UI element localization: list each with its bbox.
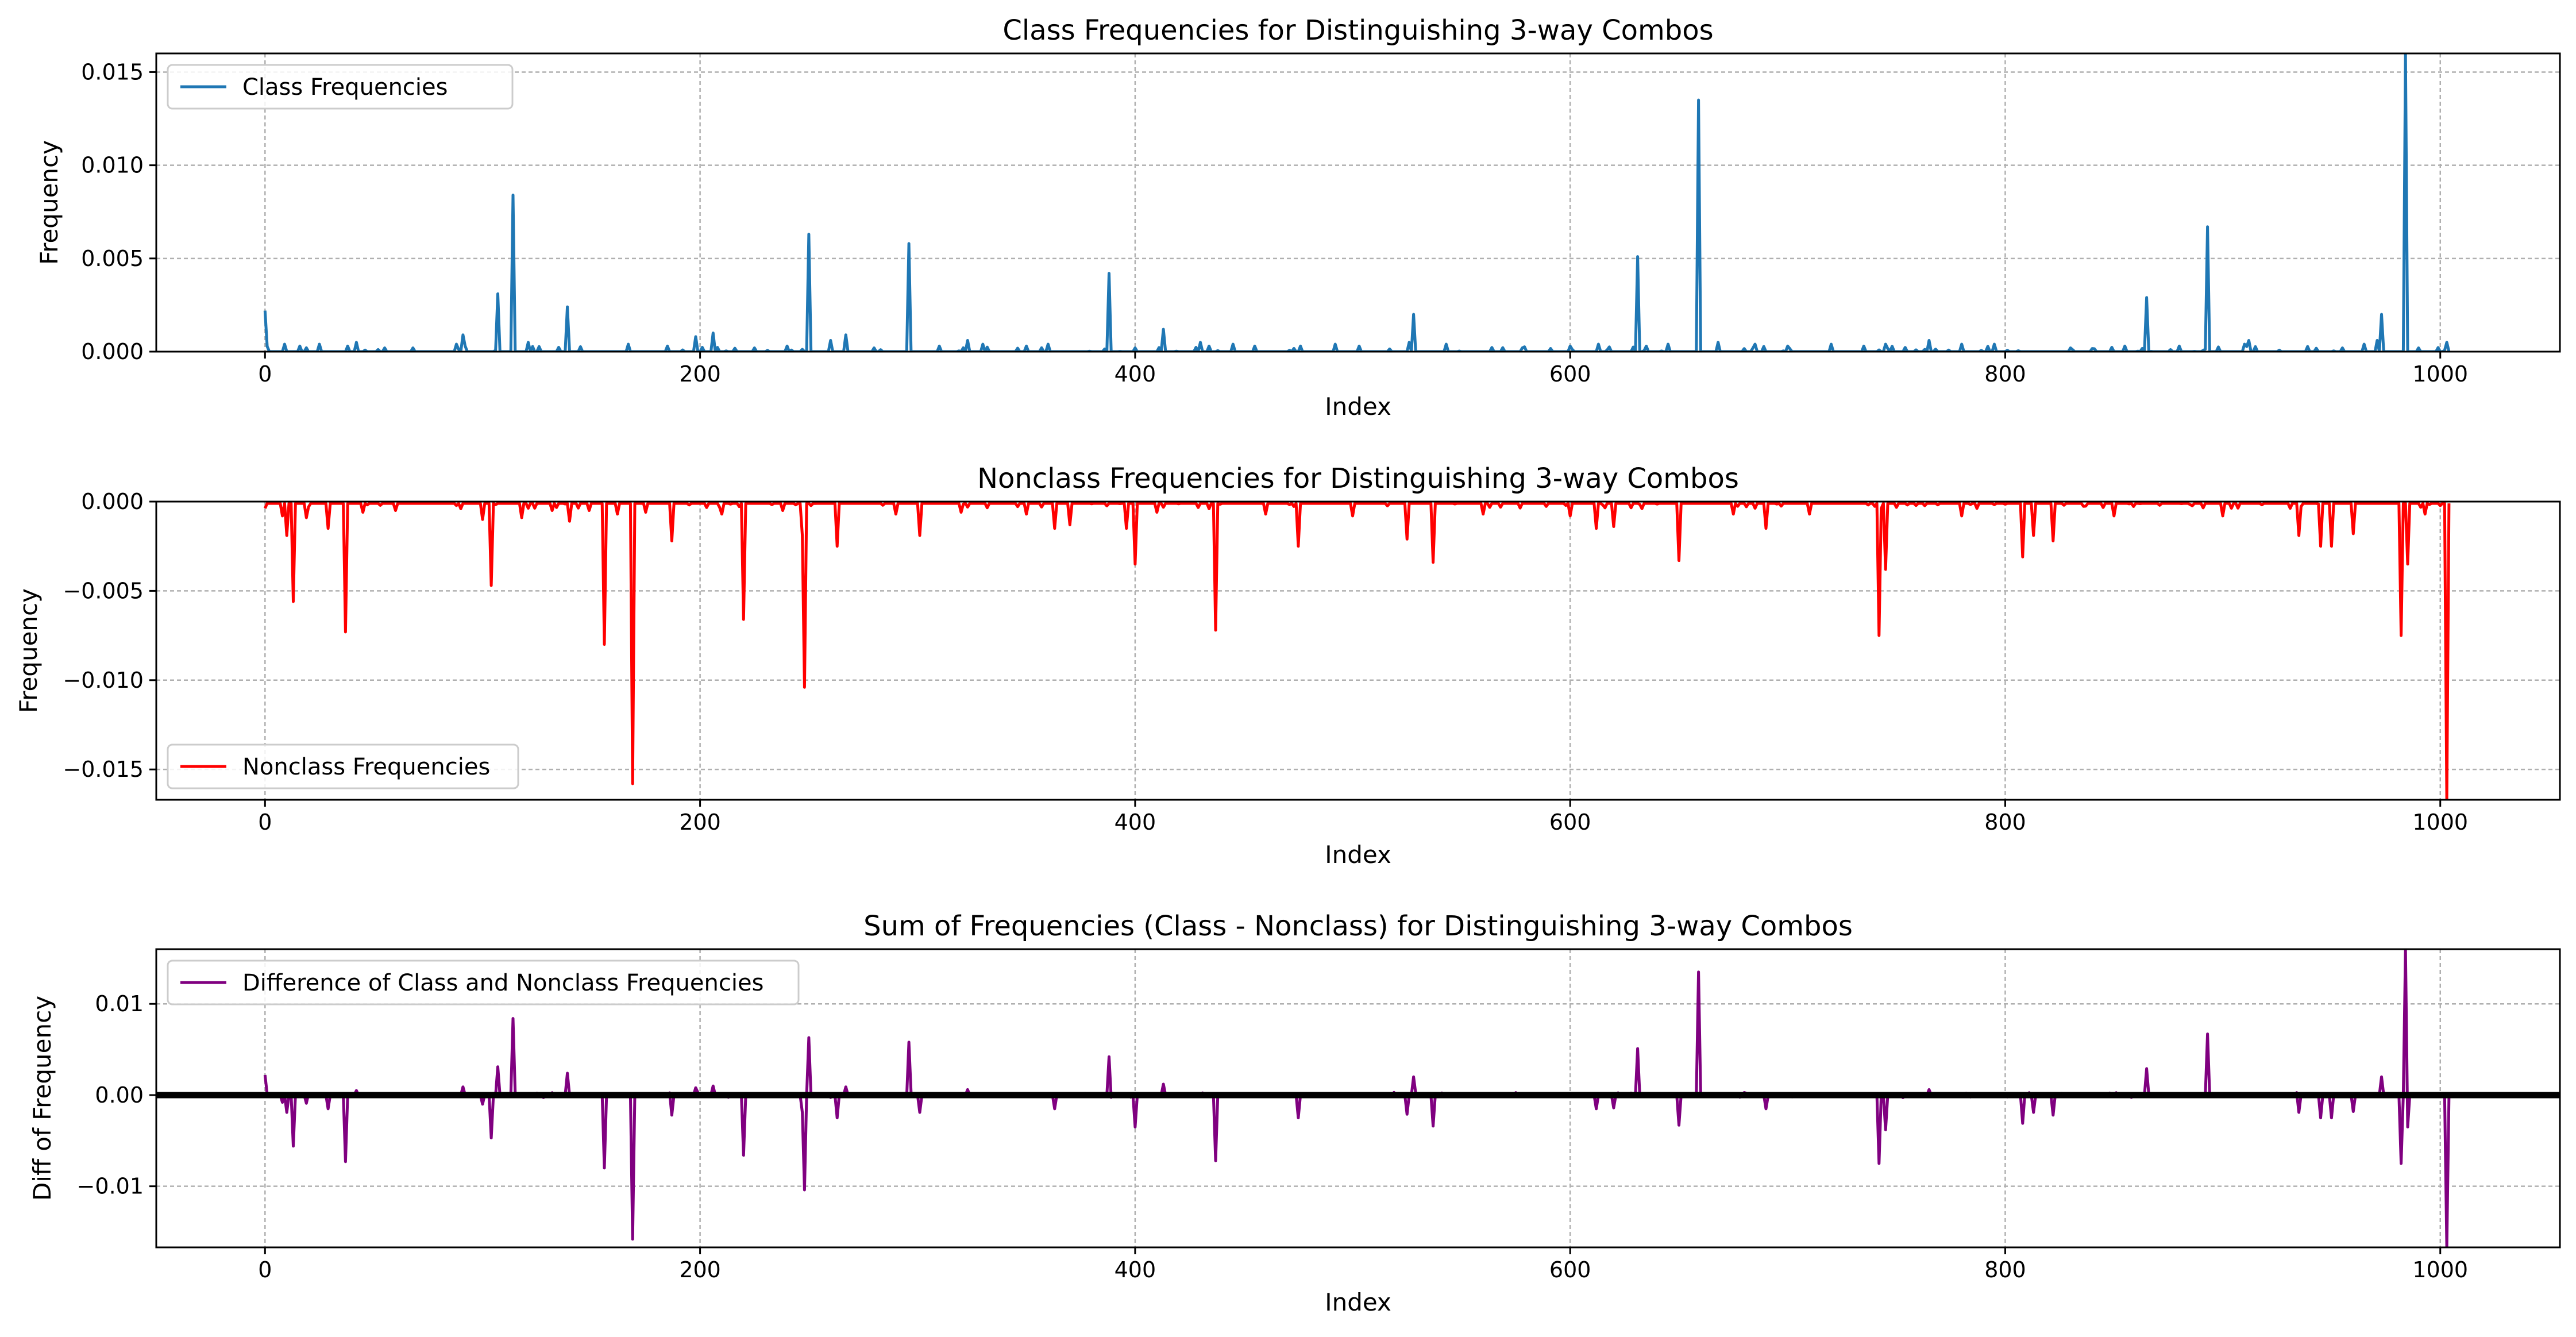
y-tick-label: 0.010 [81,153,144,178]
x-tick-label: 200 [679,1257,721,1282]
legend-box [167,743,519,789]
chart-title: Nonclass Frequencies for Distinguishing … [977,463,1739,495]
x-tick-label: 0 [258,361,272,387]
x-tick-label: 400 [1115,810,1156,835]
x-tick-label: 400 [1115,1257,1156,1282]
y-tick-label: 0.005 [81,246,144,271]
x-tick-label: 600 [1549,361,1591,387]
axes-frame [155,52,2561,353]
x-tick-label: 0 [258,1257,272,1282]
chart-panel-1: 0 200 400 600 800 1000 0.000 0.005 0.010 0.015 Cla… [35,14,2561,421]
y-tick-label: −0.015 [63,757,144,782]
y-tick-label: 0.015 [81,59,144,84]
x-tick-label: 1000 [2412,810,2468,835]
x-tick-label: 800 [1984,1257,2026,1282]
legend: Difference of Class and Nonclass Frequen… [167,960,800,1005]
series-line-1 [263,53,2451,352]
x-axis-label: Index [1325,392,1391,421]
y-tick-label: 0.01 [95,991,144,1016]
legend-box [167,960,800,1005]
legend-label: Class Frequencies [242,74,448,101]
chart-title: Class Frequencies for Distinguishing 3-w… [1002,14,1713,47]
x-tick-label: 0 [258,810,272,835]
x-tick-label: 800 [1984,810,2026,835]
x-axis-label: Index [1325,841,1391,869]
series-line-1 [264,502,2451,800]
y-axis-label: Diff of Frequency [28,996,56,1201]
x-tick-label: 1000 [2412,361,2468,387]
chart-panel-2: 0 200 400 600 800 1000 −0.015 −0.010 −0.005 0.000… [14,463,2561,869]
legend-box [167,64,514,110]
legend: Class Frequencies [167,64,514,110]
y-tick-label: −0.005 [63,578,144,603]
y-axis-label: Frequency [35,140,63,265]
legend-label: Difference of Class and Nonclass Frequen… [242,970,763,996]
x-tick-label: 400 [1115,361,1156,387]
chart-title: Sum of Frequencies (Class - Nonclass) fo… [863,910,1853,942]
x-tick-label: 200 [679,361,721,387]
y-tick-label: −0.010 [63,668,144,693]
y-tick-label: 0.000 [81,489,144,514]
x-tick-label: 600 [1549,810,1591,835]
axes-frame [155,948,2561,1249]
legend-label: Nonclass Frequencies [242,754,490,780]
chart-panel-3: 0 200 400 600 800 1000 −0.01 0.00 0.01 Sum of Fre… [28,910,2561,1316]
y-axis-label: Frequency [14,588,43,713]
legend: Nonclass Frequencies [167,743,519,789]
x-tick-label: 600 [1549,1257,1591,1282]
x-tick-label: 200 [679,810,721,835]
y-tick-label: 0.000 [81,339,144,364]
y-tick-label: 0.00 [95,1082,144,1108]
axes-frame [155,500,2561,801]
x-tick-label: 1000 [2412,1257,2468,1282]
y-tick-label: −0.01 [77,1174,144,1199]
x-tick-label: 800 [1984,361,2026,387]
x-axis-label: Index [1325,1288,1391,1316]
